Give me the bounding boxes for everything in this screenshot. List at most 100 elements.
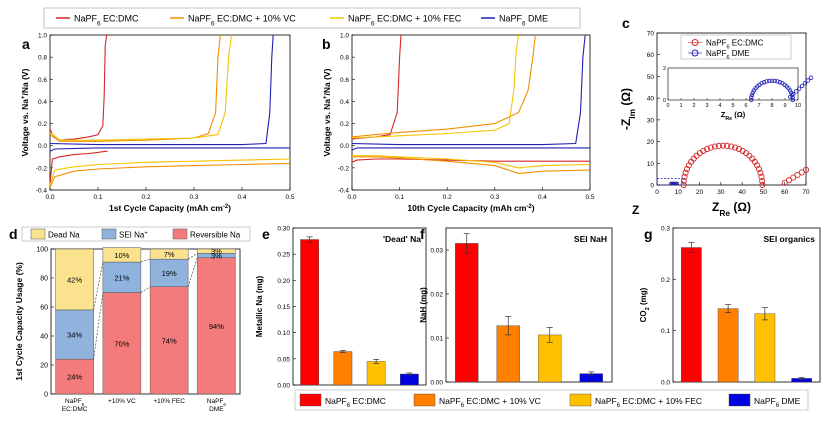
y-tick-label: 50 bbox=[647, 74, 655, 81]
series-line-charge bbox=[49, 34, 232, 141]
inset-data-point-dme bbox=[769, 78, 775, 83]
bar-segment-label: 7% bbox=[164, 250, 175, 259]
y-tick-label: -0.2 bbox=[36, 165, 48, 172]
bar-segment-label: 21% bbox=[114, 273, 129, 282]
x-tick-label: 0.0 bbox=[347, 194, 356, 201]
bar-connector bbox=[93, 292, 104, 360]
legend-label: NaPF6 EC:DMC bbox=[706, 39, 764, 51]
data-point-ecdmc bbox=[755, 165, 763, 173]
bottom-legend-item: NaPF6 DME bbox=[754, 396, 801, 409]
y-axis-label: NaH (mg) bbox=[419, 287, 428, 323]
top-legend-item: NaPF6 EC:DMC + 10% FEC bbox=[348, 14, 462, 28]
panel-letter: g bbox=[644, 226, 653, 242]
y-tick-label: 20 bbox=[647, 139, 655, 146]
x-tick-label: 0.3 bbox=[490, 194, 499, 201]
y-axis-label: CO2 (mg) bbox=[639, 287, 651, 322]
bar bbox=[717, 308, 739, 383]
x-tick-label: 0.2 bbox=[443, 194, 452, 201]
inset-y-tick-label: 2 bbox=[663, 66, 666, 72]
inset-data-point-dme-tail bbox=[796, 86, 802, 91]
top-legend-item: NaPF6 DME bbox=[499, 14, 548, 28]
bar bbox=[333, 351, 353, 386]
y-tick-label: 0.30 bbox=[277, 226, 290, 233]
x-tick-label: 0.5 bbox=[585, 194, 594, 201]
panel-letter: a bbox=[22, 36, 30, 52]
y-tick-label: 0 bbox=[44, 392, 48, 399]
data-point-ecdmc bbox=[711, 143, 718, 150]
zoom-box bbox=[656, 178, 683, 186]
y-tick-label: 10 bbox=[647, 161, 655, 168]
panel-f: 0.00 0.01 0.02 0.03 SEI NaH NaH (mg) f bbox=[419, 226, 613, 387]
bar bbox=[455, 243, 479, 383]
x-tick-label: 30 bbox=[717, 189, 725, 196]
y-tick-label: 1.0 bbox=[340, 33, 349, 40]
y-tick-label: 0.15 bbox=[277, 304, 290, 311]
bar-segment bbox=[55, 248, 94, 311]
plot-frame bbox=[351, 34, 591, 191]
bar-segment bbox=[102, 247, 142, 263]
y-axis-label: 1st Cycle Capacity Usage (%) bbox=[14, 262, 24, 381]
x-tick-label: NaPF6 bbox=[207, 398, 227, 407]
bar-segment-label: 74% bbox=[162, 336, 177, 345]
data-point-ecdmc bbox=[703, 145, 711, 153]
data-point-ecdmc bbox=[719, 142, 727, 149]
series-line-charge bbox=[351, 34, 536, 138]
y-tick-label: 0.20 bbox=[277, 278, 290, 285]
inset-x-tick-label: 9 bbox=[783, 103, 786, 109]
panel-b: -0.4 -0.2 0.0 0.2 0.4 0.6 0.8 1.0 0.0 0.1 0.2 0.3 0.… bbox=[322, 33, 595, 214]
data-point-ecdmc bbox=[682, 169, 689, 176]
y-tick-label: 0.4 bbox=[340, 99, 349, 106]
legend-swatch bbox=[172, 228, 188, 240]
inset-data-point-dme-tail bbox=[808, 75, 814, 80]
x-tick-label: 0.1 bbox=[395, 194, 404, 201]
y-tick-label: 0.4 bbox=[38, 99, 47, 106]
bar-connector bbox=[187, 253, 198, 260]
x-tick-label: 0.3 bbox=[189, 194, 198, 201]
inset-data-point-dme-tail bbox=[802, 80, 808, 86]
inset-data-point-dme bbox=[767, 78, 772, 84]
inset-data-point-dme-tail bbox=[788, 94, 793, 99]
bar-segment bbox=[102, 292, 142, 395]
data-point-ecdmc bbox=[732, 144, 739, 151]
y-axis-label: Voltage vs. Na+/Na (V) bbox=[322, 68, 332, 156]
y-tick-label: -0.2 bbox=[338, 165, 350, 172]
y-tick-label: 0.0 bbox=[661, 380, 670, 387]
top-legend-item: NaPF6 EC:DMC + 10% VC bbox=[188, 14, 296, 28]
bar bbox=[754, 313, 776, 383]
x-tick-label: 60 bbox=[781, 189, 789, 196]
y-tick-label: 0.2 bbox=[340, 121, 349, 128]
data-point-ecdmc bbox=[707, 144, 714, 151]
inset-data-point-dme bbox=[749, 95, 754, 100]
panel-a: -0.4 -0.2 0.0 0.2 0.4 0.6 0.8 1.0 0.0 0.1 0.2 0.3 0.… bbox=[20, 33, 295, 214]
bottom-legend-swatch bbox=[413, 393, 436, 407]
x-axis-label: 10th Cycle Capacity (mAh cm-2) bbox=[407, 203, 534, 213]
series-line-discharge bbox=[49, 158, 291, 186]
series-line-discharge bbox=[49, 162, 291, 189]
y-tick-label: 0.8 bbox=[38, 55, 47, 62]
y-tick-label: 0.00 bbox=[277, 383, 290, 390]
data-point-ecdmc bbox=[680, 181, 687, 189]
inset-y-tick-label: 0 bbox=[663, 98, 666, 104]
bar-connector bbox=[187, 257, 198, 287]
y-tick-label: 0.10 bbox=[277, 330, 290, 337]
x-tick-label: 0 bbox=[655, 189, 659, 196]
panel-letter: c bbox=[622, 15, 630, 31]
bottom-legend-swatch bbox=[299, 393, 322, 407]
inset-data-point-dme bbox=[777, 80, 783, 85]
x-tick-label: 10 bbox=[675, 189, 683, 196]
series-line-charge bbox=[351, 34, 586, 146]
y-tick-label: 0.0 bbox=[340, 143, 349, 150]
inset-x-tick-label: 1 bbox=[679, 103, 682, 109]
series-line-charge bbox=[351, 34, 520, 139]
data-point-ecdmc-tail bbox=[794, 171, 801, 179]
bar-segment-label: 10% bbox=[114, 251, 129, 260]
inset-frame bbox=[667, 67, 799, 101]
y-axis-label: -ZIm (Ω) bbox=[619, 88, 637, 130]
bar bbox=[366, 361, 386, 386]
x-tick-label: +10% FEC bbox=[153, 398, 185, 405]
inset-data-point-dme bbox=[750, 90, 755, 95]
x-tick-label: 0.4 bbox=[538, 194, 547, 201]
bar-segment-label: 19% bbox=[162, 269, 177, 278]
data-point-ecdmc bbox=[759, 177, 766, 184]
